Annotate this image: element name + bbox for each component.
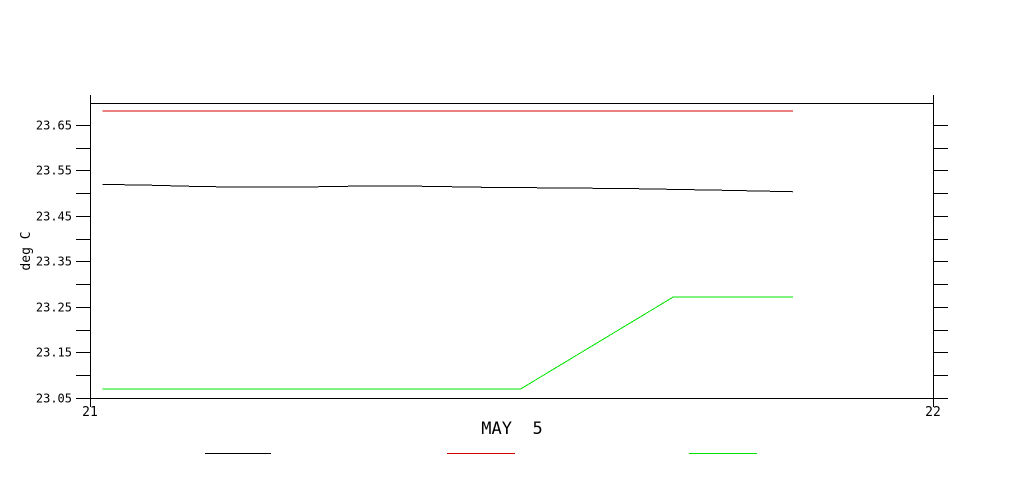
green-temperature-trace — [102, 296, 794, 390]
y-axis-ticks — [76, 125, 948, 399]
y-tick-label: 23.35 — [36, 255, 72, 269]
y-tick-label: 23.25 — [36, 301, 72, 315]
black-temperature-trace — [102, 183, 794, 193]
y-axis-title: deg C — [19, 231, 34, 270]
plot-axes-frame — [90, 95, 934, 407]
y-tick-label: 23.45 — [36, 210, 72, 224]
x-tick-label-right: 22 — [925, 405, 941, 420]
plot-series-lines — [102, 110, 794, 390]
y-tick-label: 23.65 — [36, 119, 72, 133]
y-axis-tick-labels: 23.05 23.15 23.25 23.35 23.45 23.55 23.65 — [36, 119, 72, 406]
x-tick-label-left: 21 — [82, 405, 98, 420]
y-tick-label: 23.05 — [36, 392, 72, 406]
y-tick-label: 23.55 — [36, 164, 72, 178]
x-axis-date-label: MAY 5 — [481, 419, 542, 439]
y-tick-label: 23.15 — [36, 346, 72, 360]
